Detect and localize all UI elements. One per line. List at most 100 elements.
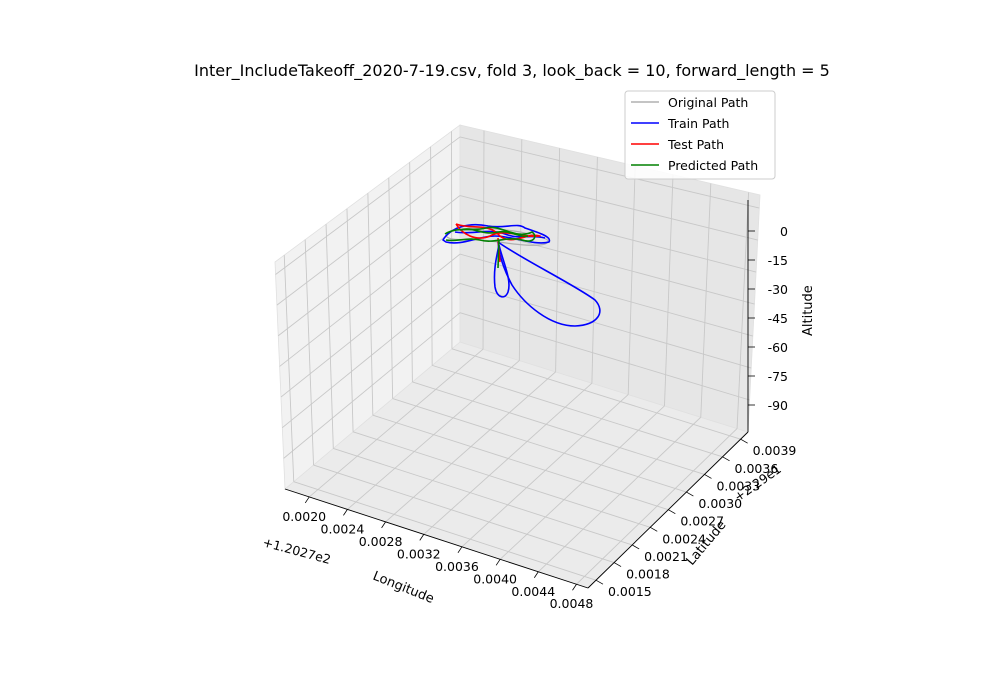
- axes: [284, 200, 755, 591]
- grid-line-altitude: [276, 165, 461, 306]
- grid-line-latitude: [451, 348, 741, 440]
- grid-line-latitude: [412, 381, 705, 475]
- legend-label-predicted-path: Predicted Path: [668, 158, 758, 173]
- legend-label-original-path: Original Path: [668, 95, 748, 110]
- grid-line-latitude: [313, 464, 615, 564]
- x-tick-mark: [533, 571, 539, 578]
- grid-line-altitude: [275, 136, 461, 275]
- y-tick-label: 0.0018: [626, 567, 670, 582]
- grid-line-latitude: [333, 447, 633, 546]
- x-tick-label: 0.0028: [359, 534, 403, 549]
- grid-line-altitude: [459, 253, 753, 337]
- z-tick-label: -15: [768, 253, 788, 268]
- grid-line-latitude: [367, 193, 374, 416]
- grid-line-altitude: [459, 282, 752, 369]
- grid-line-altitude: [279, 224, 461, 367]
- grid-line-longitude: [518, 139, 523, 361]
- grid-line-longitude: [700, 183, 712, 418]
- legend-label-train-path: Train Path: [667, 116, 729, 131]
- grid-line-latitude: [372, 414, 669, 511]
- grid-line-altitude: [280, 253, 461, 398]
- y-tick-label: 0.0027: [680, 514, 724, 529]
- predicted-path-inner: [459, 228, 529, 238]
- grid-line-latitude: [283, 255, 295, 482]
- y-tick-label: 0.0036: [735, 461, 779, 476]
- x-axis-label: Longitude: [371, 569, 437, 607]
- x-tick-label: 0.0036: [435, 559, 479, 574]
- grid-line-altitude: [277, 195, 461, 337]
- x-tick-mark: [572, 584, 577, 591]
- grid-line-longitude: [555, 148, 561, 372]
- x-tick-mark: [381, 521, 386, 529]
- grid-line-longitude: [736, 192, 750, 429]
- y-tick-mark: [722, 456, 730, 462]
- tick-labels: 0.00200.00240.00280.00320.00360.00400.00…: [282, 224, 796, 611]
- y-tick-mark: [668, 509, 676, 515]
- y-tick-label: 0.0015: [608, 584, 652, 599]
- grid-line-altitude: [459, 195, 757, 273]
- grid-line-latitude: [325, 224, 334, 449]
- x-tick-mark: [304, 496, 310, 504]
- legend-frame: [624, 90, 776, 180]
- grid-line-latitude: [304, 239, 314, 466]
- train-path-loop-small: [493, 244, 510, 298]
- x-offset-label: +1.2027e2: [261, 534, 332, 567]
- test-path-line: [455, 223, 541, 241]
- x-tick-mark: [343, 509, 348, 516]
- y-tick-mark: [595, 579, 604, 585]
- x-tick-label: 0.0040: [473, 571, 517, 586]
- grid-line-longitude: [591, 157, 598, 384]
- grid-line-latitude: [346, 208, 354, 432]
- x-tick-mark: [495, 559, 501, 566]
- x-axis-line: [284, 488, 589, 589]
- z-tick-label: -60: [768, 340, 788, 355]
- grid-line-latitude: [409, 162, 413, 382]
- y-tick-mark: [631, 544, 640, 550]
- legend: Original Path Train Path Test Path Predi…: [624, 90, 776, 180]
- z-tick-label: -90: [768, 398, 788, 413]
- y-tick-label: 0.0039: [753, 443, 797, 458]
- grid-line-latitude: [430, 146, 433, 366]
- y-tick-label: 0.0030: [698, 496, 742, 511]
- flight-paths: [442, 223, 601, 327]
- y-tick-mark: [704, 474, 712, 479]
- back-right-pane: [459, 124, 761, 433]
- grid-line-longitude: [627, 165, 636, 395]
- z-tick-label: -45: [768, 311, 788, 326]
- x-tick-label: 0.0048: [550, 596, 594, 611]
- legend-label-test-path: Test Path: [667, 137, 724, 152]
- y-tick-mark: [613, 562, 622, 567]
- y-tick-mark: [650, 526, 658, 532]
- y-tick-mark: [740, 438, 748, 444]
- grid-line-altitude: [283, 312, 461, 459]
- z-tick-label: 0: [780, 224, 788, 239]
- z-axis-label: Altitude: [801, 285, 816, 336]
- x-tick-label: 0.0044: [511, 584, 555, 599]
- x-tick-label: 0.0024: [321, 521, 365, 536]
- z-tick-label: -75: [768, 369, 788, 384]
- x-tick-mark: [419, 534, 425, 541]
- y-tick-mark: [686, 491, 694, 497]
- y-tick-label: 0.0021: [644, 549, 688, 564]
- grid-line-latitude: [388, 177, 394, 399]
- grid-line-altitude: [282, 283, 461, 429]
- grid-line-latitude: [432, 364, 723, 458]
- z-tick-label: -30: [768, 282, 788, 297]
- grid-line-longitude: [664, 174, 674, 406]
- x-tick-label: 0.0020: [282, 509, 326, 524]
- grid-lines: [275, 130, 760, 585]
- grid-line-altitude: [459, 312, 750, 401]
- x-tick-label: 0.0032: [397, 546, 441, 561]
- y-tick-label: 0.0024: [662, 531, 706, 546]
- predicted-path-descent: [497, 239, 500, 269]
- y-axis-line: [587, 431, 749, 589]
- grid-line-altitude: [459, 165, 758, 241]
- x-tick-mark: [457, 546, 463, 554]
- grid-line-latitude: [352, 431, 651, 528]
- y-tick-label: 0.0033: [716, 478, 760, 493]
- chart-title: Inter_IncludeTakeoff_2020-7-19.csv, fold…: [194, 61, 830, 81]
- grid-line-altitude: [459, 136, 760, 209]
- predicted-path-line: [444, 226, 536, 242]
